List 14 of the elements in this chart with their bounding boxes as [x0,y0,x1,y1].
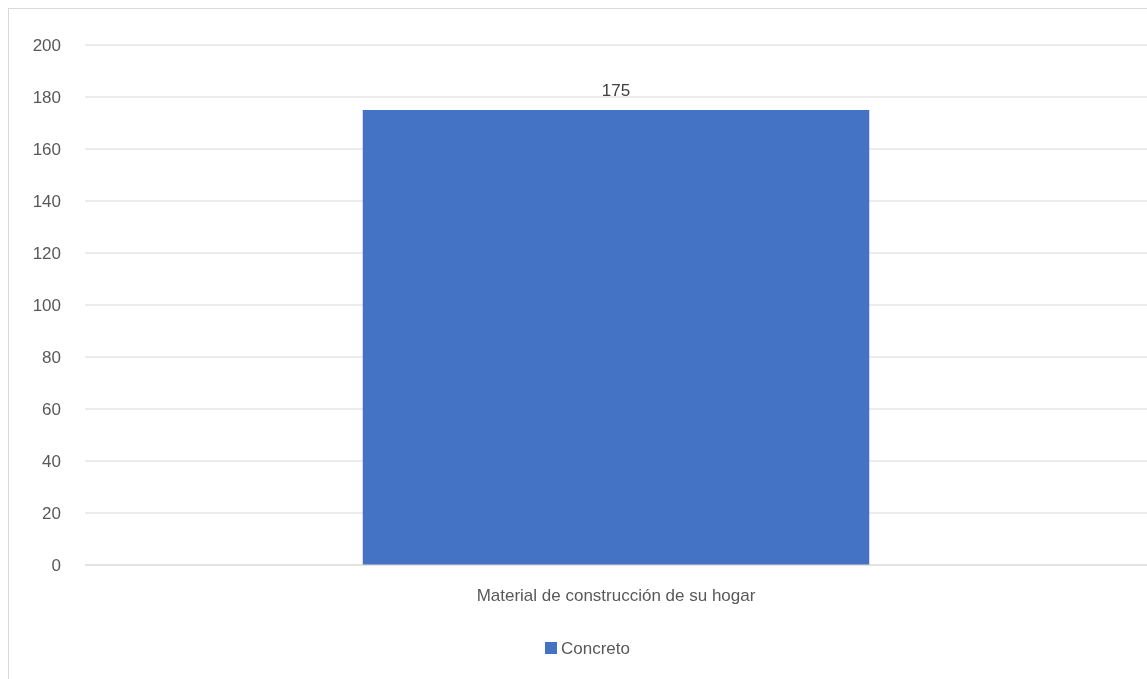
y-tick-label: 140 [32,191,61,211]
y-tick-label: 60 [42,399,61,419]
y-tick-label: 20 [42,503,61,523]
y-tick-label: 80 [42,347,61,367]
y-tick-label: 120 [32,243,61,263]
y-tick-label: 160 [32,139,61,159]
y-tick-label: 0 [51,555,61,575]
y-tick-label: 40 [42,451,61,471]
y-tick-label: 200 [32,35,61,55]
y-tick-label: 100 [32,295,61,315]
y-tick-label: 180 [32,87,61,107]
x-tick-label: Material de construcción de su hogar [476,586,756,606]
data-label: 175 [601,81,631,100]
legend-label: Concreto [561,639,630,658]
